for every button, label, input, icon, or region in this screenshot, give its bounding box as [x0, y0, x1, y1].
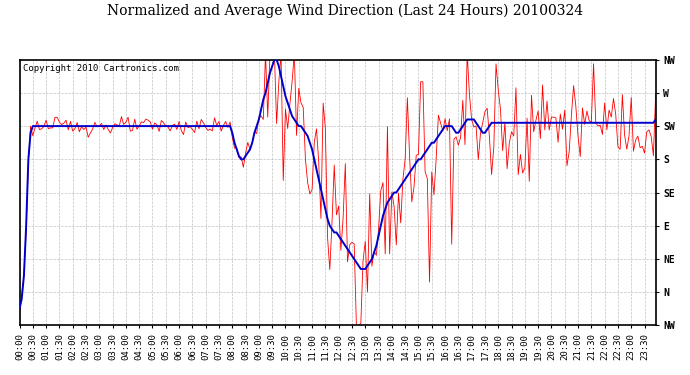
Text: Normalized and Average Wind Direction (Last 24 Hours) 20100324: Normalized and Average Wind Direction (L…: [107, 4, 583, 18]
Text: Copyright 2010 Cartronics.com: Copyright 2010 Cartronics.com: [23, 64, 179, 73]
